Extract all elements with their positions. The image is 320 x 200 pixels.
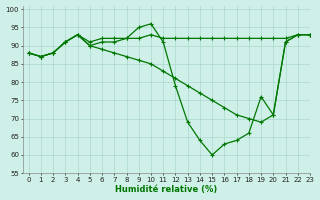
X-axis label: Humidité relative (%): Humidité relative (%) [115,185,217,194]
